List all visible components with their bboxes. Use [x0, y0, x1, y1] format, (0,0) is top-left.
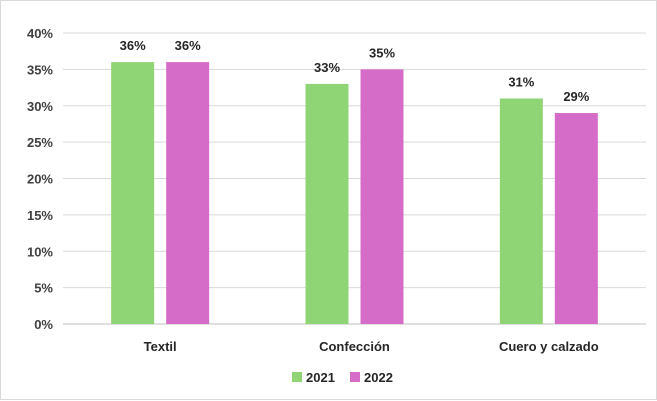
- legend-swatch-2022: [350, 372, 360, 382]
- legend: 2021 2022: [292, 370, 393, 385]
- x-axis-categories: Textil Confección Cuero y calzado: [144, 339, 599, 354]
- y-tick-label: 35%: [27, 62, 53, 77]
- x-category-label: Confección: [319, 339, 390, 354]
- legend-label: 2022: [364, 370, 393, 385]
- bar-2022: [166, 62, 210, 324]
- y-axis-ticks: 0% 5% 10% 15% 20% 25% 30% 35% 40%: [27, 26, 53, 332]
- bar-2022: [360, 69, 404, 324]
- y-tick-label: 25%: [27, 135, 53, 150]
- y-tick-label: 5%: [34, 281, 53, 296]
- bar-2021: [499, 98, 543, 324]
- y-tick-label: 15%: [27, 208, 53, 223]
- x-category-label: Cuero y calzado: [499, 339, 599, 354]
- bar-2021: [305, 83, 349, 324]
- gridlines: [63, 32, 646, 325]
- data-label: 36%: [120, 38, 146, 53]
- bar-2021: [111, 62, 155, 324]
- y-tick-label: 10%: [27, 244, 53, 259]
- data-labels: 36% 36% 33% 35% 31% 29%: [120, 38, 590, 104]
- y-tick-label: 30%: [27, 99, 53, 114]
- legend-swatch-2021: [292, 372, 302, 382]
- data-label: 29%: [563, 89, 589, 104]
- data-label: 33%: [314, 60, 340, 75]
- y-tick-label: 40%: [27, 26, 53, 41]
- bars: [111, 62, 598, 325]
- y-tick-label: 20%: [27, 172, 53, 187]
- y-tick-label: 0%: [34, 317, 53, 332]
- x-category-label: Textil: [144, 339, 177, 354]
- bar-2022: [554, 113, 598, 325]
- legend-label: 2021: [306, 370, 335, 385]
- data-label: 35%: [369, 45, 395, 60]
- data-label: 36%: [175, 38, 201, 53]
- data-label: 31%: [508, 74, 534, 89]
